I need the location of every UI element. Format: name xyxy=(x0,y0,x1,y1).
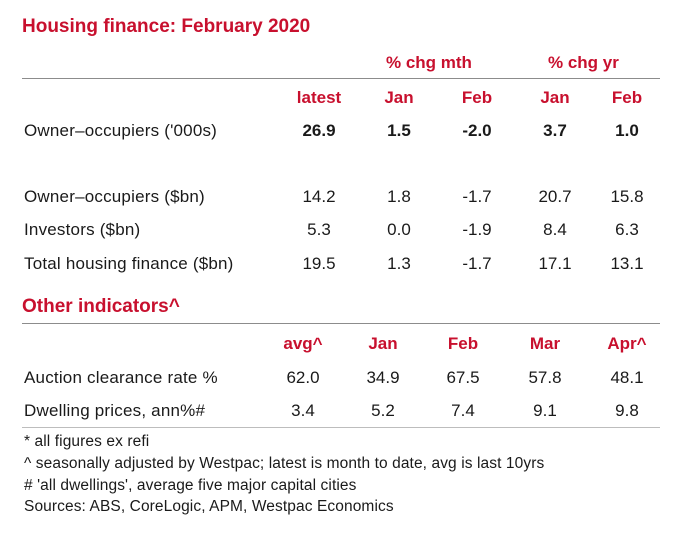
row-label: Auction clearance rate % xyxy=(24,368,218,387)
table-cell: -1.7 xyxy=(462,254,492,273)
table-cell: 62.0 xyxy=(286,368,320,387)
table-cell: 20.7 xyxy=(538,187,572,206)
footnote: Sources: ABS, CoreLogic, APM, Westpac Ec… xyxy=(24,498,394,515)
other-rule xyxy=(22,323,660,324)
table-cell: 67.5 xyxy=(446,368,480,387)
table-cell: -2.0 xyxy=(462,121,492,140)
col-header-year-jan: Jan xyxy=(540,88,570,107)
table-cell: 8.4 xyxy=(543,220,567,239)
housing-finance-title: Housing finance: February 2020 xyxy=(22,16,311,37)
col-header-month-jan: Jan xyxy=(384,88,414,107)
table-cell: 1.0 xyxy=(615,121,639,140)
table-cell: 15.8 xyxy=(610,187,644,206)
table-cell: 13.1 xyxy=(610,254,644,273)
row-label: Owner–occupiers ($bn) xyxy=(24,187,205,206)
table-cell: 3.4 xyxy=(291,401,315,420)
table-cell: 6.3 xyxy=(615,220,639,239)
row-label: Owner–occupiers ('000s) xyxy=(24,121,218,140)
table-cell: 17.1 xyxy=(538,254,572,273)
row-label: Dwelling prices, ann%# xyxy=(24,401,206,420)
table-cell: 7.4 xyxy=(451,401,475,420)
footnote: * all figures ex refi xyxy=(24,433,150,450)
footnote: # 'all dwellings', average five major ca… xyxy=(24,477,357,494)
col-header-month-feb: Feb xyxy=(461,88,493,107)
col-header-jan: Jan xyxy=(368,334,398,353)
table-cell: 57.8 xyxy=(528,368,562,387)
table-cell: 1.5 xyxy=(387,121,411,140)
table-cell: 9.8 xyxy=(615,401,639,420)
footnote: ^ seasonally adjusted by Westpac; latest… xyxy=(24,455,545,472)
table-cell: -1.7 xyxy=(462,187,492,206)
table-cell: 19.5 xyxy=(302,254,336,273)
table-cell: -1.9 xyxy=(462,220,492,239)
table-cell: 3.7 xyxy=(543,121,567,140)
row-label: Investors ($bn) xyxy=(24,220,141,239)
group-header-year: % chg yr xyxy=(548,53,619,72)
table-cell: 9.1 xyxy=(533,401,557,420)
top-rule xyxy=(22,78,660,79)
row-label: Total housing finance ($bn) xyxy=(24,254,234,273)
table-cell: 5.3 xyxy=(307,220,331,239)
table-cell: 1.8 xyxy=(387,187,411,206)
table-cell: 1.3 xyxy=(387,254,411,273)
col-header-avg: avg^ xyxy=(283,334,323,353)
col-header-year-feb: Feb xyxy=(611,88,643,107)
table-cell: 5.2 xyxy=(371,401,395,420)
col-header-feb: Feb xyxy=(447,334,479,353)
col-header-latest: latest xyxy=(296,88,342,107)
group-header-month: % chg mth xyxy=(386,53,472,72)
col-header-apr: Apr^ xyxy=(607,334,647,353)
table-cell: 14.2 xyxy=(302,187,336,206)
table-cell: 0.0 xyxy=(387,220,411,239)
other-indicators-title: Other indicators^ xyxy=(22,296,180,317)
table-cell: 48.1 xyxy=(610,368,644,387)
col-header-mar: Mar xyxy=(529,334,561,353)
table-cell: 26.9 xyxy=(302,121,336,140)
bottom-rule xyxy=(22,427,660,428)
table-cell: 34.9 xyxy=(366,368,400,387)
